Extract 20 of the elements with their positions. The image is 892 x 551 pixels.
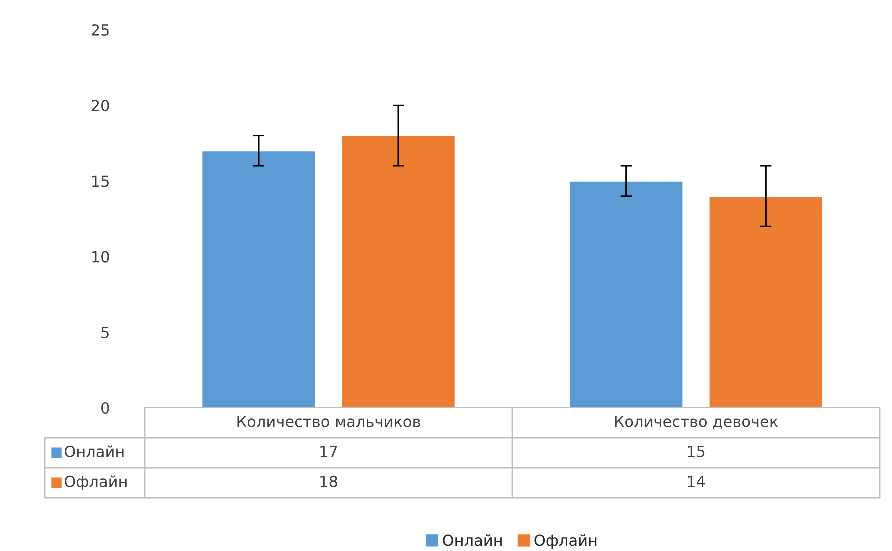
legend-label: Онлайн [64, 446, 124, 458]
legend-label: Офлайн [534, 534, 597, 550]
bar [708, 196, 824, 408]
text: Онлайн [443, 534, 502, 546]
bar [568, 180, 684, 408]
y-tick-label: 5 [102, 327, 109, 338]
y-tick-label: 15 [92, 176, 109, 188]
data-label: 15 [688, 446, 705, 458]
data-label: 17 [320, 446, 338, 458]
bar [201, 150, 317, 408]
y-tick-label: 0 [102, 402, 110, 414]
y-tick-label: 10 [92, 251, 110, 263]
x-tick-label: Количество мальчиков [238, 416, 420, 428]
x-tick-label: Количество девочек [615, 416, 778, 430]
y-tick-label: 20 [92, 100, 110, 112]
data-label: 18 [320, 476, 338, 488]
text: Офлайн [64, 476, 127, 490]
data-label: 14 [688, 476, 706, 488]
bar [340, 135, 456, 408]
y-tick-label: 25 [92, 24, 109, 36]
